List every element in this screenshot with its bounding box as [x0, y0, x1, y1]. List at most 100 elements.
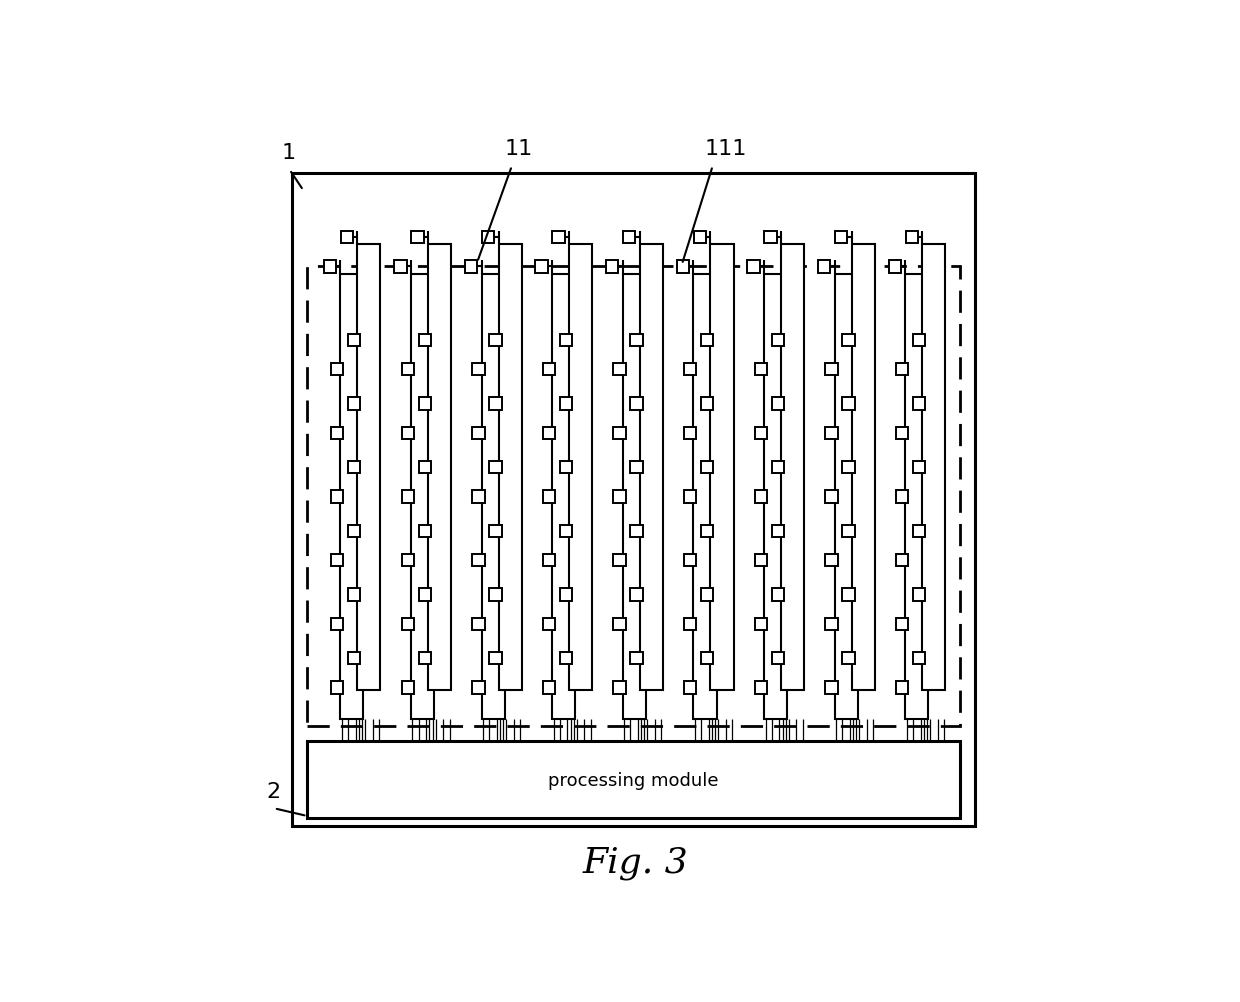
Text: Fig. 3: Fig. 3: [583, 846, 688, 880]
Bar: [755, 681, 768, 694]
Bar: [693, 275, 717, 719]
Bar: [684, 364, 697, 376]
Bar: [402, 364, 414, 376]
Bar: [764, 231, 776, 244]
Bar: [897, 618, 909, 630]
Bar: [472, 491, 485, 503]
Bar: [630, 525, 642, 538]
Bar: [755, 618, 768, 630]
Bar: [308, 267, 960, 725]
Bar: [291, 174, 976, 827]
Bar: [490, 525, 502, 538]
Bar: [543, 364, 556, 376]
Bar: [897, 364, 909, 376]
Bar: [852, 245, 874, 690]
Bar: [614, 364, 626, 376]
Bar: [842, 525, 854, 538]
Bar: [684, 491, 697, 503]
Bar: [419, 398, 432, 411]
Bar: [348, 525, 361, 538]
Bar: [348, 335, 361, 347]
Bar: [472, 554, 485, 567]
Bar: [771, 462, 784, 474]
Bar: [842, 652, 854, 664]
Bar: [701, 398, 713, 411]
Bar: [913, 335, 925, 347]
Bar: [701, 589, 713, 601]
Bar: [482, 231, 495, 244]
Bar: [559, 525, 572, 538]
Bar: [711, 245, 734, 690]
Bar: [771, 589, 784, 601]
Bar: [684, 618, 697, 630]
Text: 2: 2: [267, 781, 280, 801]
Bar: [419, 462, 432, 474]
Bar: [419, 525, 432, 538]
Bar: [481, 275, 505, 719]
Bar: [357, 245, 381, 690]
Bar: [331, 554, 343, 567]
Bar: [559, 462, 572, 474]
Bar: [331, 428, 343, 440]
Bar: [331, 618, 343, 630]
Bar: [543, 681, 556, 694]
Bar: [913, 398, 925, 411]
Bar: [771, 398, 784, 411]
Bar: [748, 261, 760, 274]
Bar: [684, 428, 697, 440]
Bar: [543, 491, 556, 503]
Bar: [622, 275, 646, 719]
Bar: [543, 428, 556, 440]
Bar: [897, 491, 909, 503]
Text: 111: 111: [706, 139, 748, 158]
Bar: [913, 589, 925, 601]
Bar: [701, 652, 713, 664]
Bar: [553, 231, 564, 244]
Bar: [614, 428, 626, 440]
Bar: [842, 398, 854, 411]
Bar: [771, 335, 784, 347]
Bar: [835, 231, 847, 244]
Bar: [701, 462, 713, 474]
Bar: [826, 554, 838, 567]
Bar: [842, 462, 854, 474]
Bar: [755, 428, 768, 440]
Bar: [419, 652, 432, 664]
Bar: [781, 245, 805, 690]
Bar: [331, 491, 343, 503]
Bar: [905, 231, 918, 244]
Bar: [913, 462, 925, 474]
Bar: [897, 428, 909, 440]
Bar: [348, 398, 361, 411]
Bar: [552, 275, 575, 719]
Bar: [764, 275, 787, 719]
Bar: [897, 681, 909, 694]
Bar: [826, 491, 838, 503]
Bar: [472, 428, 485, 440]
Bar: [331, 681, 343, 694]
Bar: [569, 245, 593, 690]
Bar: [677, 261, 689, 274]
Bar: [842, 589, 854, 601]
Bar: [472, 618, 485, 630]
Bar: [559, 335, 572, 347]
Bar: [543, 618, 556, 630]
Bar: [348, 589, 361, 601]
Bar: [402, 618, 414, 630]
Bar: [402, 491, 414, 503]
Bar: [340, 275, 363, 719]
Bar: [559, 652, 572, 664]
Bar: [490, 462, 502, 474]
Bar: [428, 245, 451, 690]
Bar: [614, 681, 626, 694]
Bar: [490, 398, 502, 411]
Bar: [630, 398, 642, 411]
Bar: [490, 589, 502, 601]
Bar: [755, 491, 768, 503]
Bar: [755, 364, 768, 376]
Bar: [913, 525, 925, 538]
Bar: [923, 245, 945, 690]
Bar: [826, 428, 838, 440]
Bar: [536, 261, 548, 274]
Bar: [410, 275, 434, 719]
